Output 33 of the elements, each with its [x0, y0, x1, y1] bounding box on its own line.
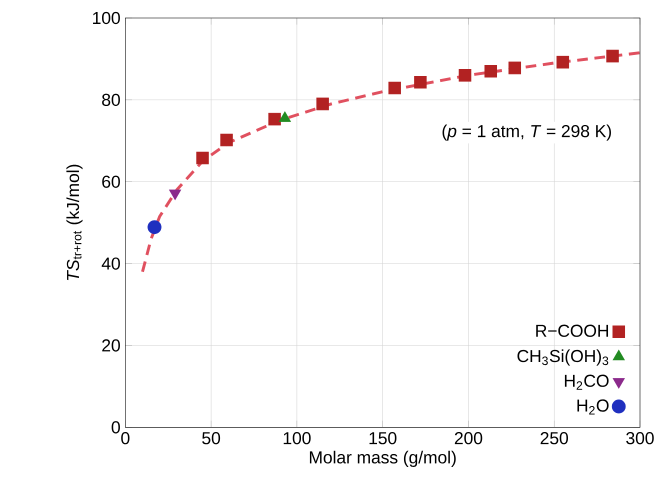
y-tick-label: 0 — [112, 421, 120, 434]
legend-label: CH$_{3}$Si(OH)$_{3}$ — [517, 349, 608, 366]
y-tick-label: 40 — [102, 257, 120, 270]
point — [388, 82, 401, 94]
point — [196, 152, 209, 164]
point — [220, 134, 233, 146]
legend-label: H$_{2}$O — [577, 399, 609, 414]
y-axis-title: TS$_{tr+rot}$ (kJ/mol) — [66, 164, 83, 280]
point — [148, 220, 162, 234]
y-tick-label: 80 — [102, 94, 120, 106]
point — [458, 69, 472, 82]
legend-label: R−COOH — [536, 324, 608, 337]
y-tick-label: 20 — [102, 339, 120, 352]
point — [484, 64, 498, 78]
point — [556, 56, 570, 68]
x-tick-label: 250 — [540, 432, 568, 444]
point — [268, 112, 281, 126]
x-tick-label: 100 — [284, 432, 311, 444]
x-tick-label: 200 — [454, 432, 482, 444]
x-axis-title: Molar mass (g/mol) — [310, 450, 456, 467]
y-tick-label: 60 — [102, 176, 120, 188]
annotation: (p = 1 atm, T = 298 K) — [442, 124, 611, 141]
x-tick-label: 150 — [370, 432, 396, 444]
point — [316, 98, 329, 110]
point — [414, 76, 427, 89]
y-tick-label: 100 — [93, 12, 120, 24]
line-series — [141, 51, 640, 274]
x-tick-label: 0 — [121, 432, 130, 444]
legend-label: H$_{2}$CO — [564, 374, 609, 390]
point — [508, 62, 522, 74]
x-tick-label: 50 — [202, 432, 220, 444]
x-tick-label: 300 — [626, 432, 654, 444]
point — [606, 50, 619, 62]
